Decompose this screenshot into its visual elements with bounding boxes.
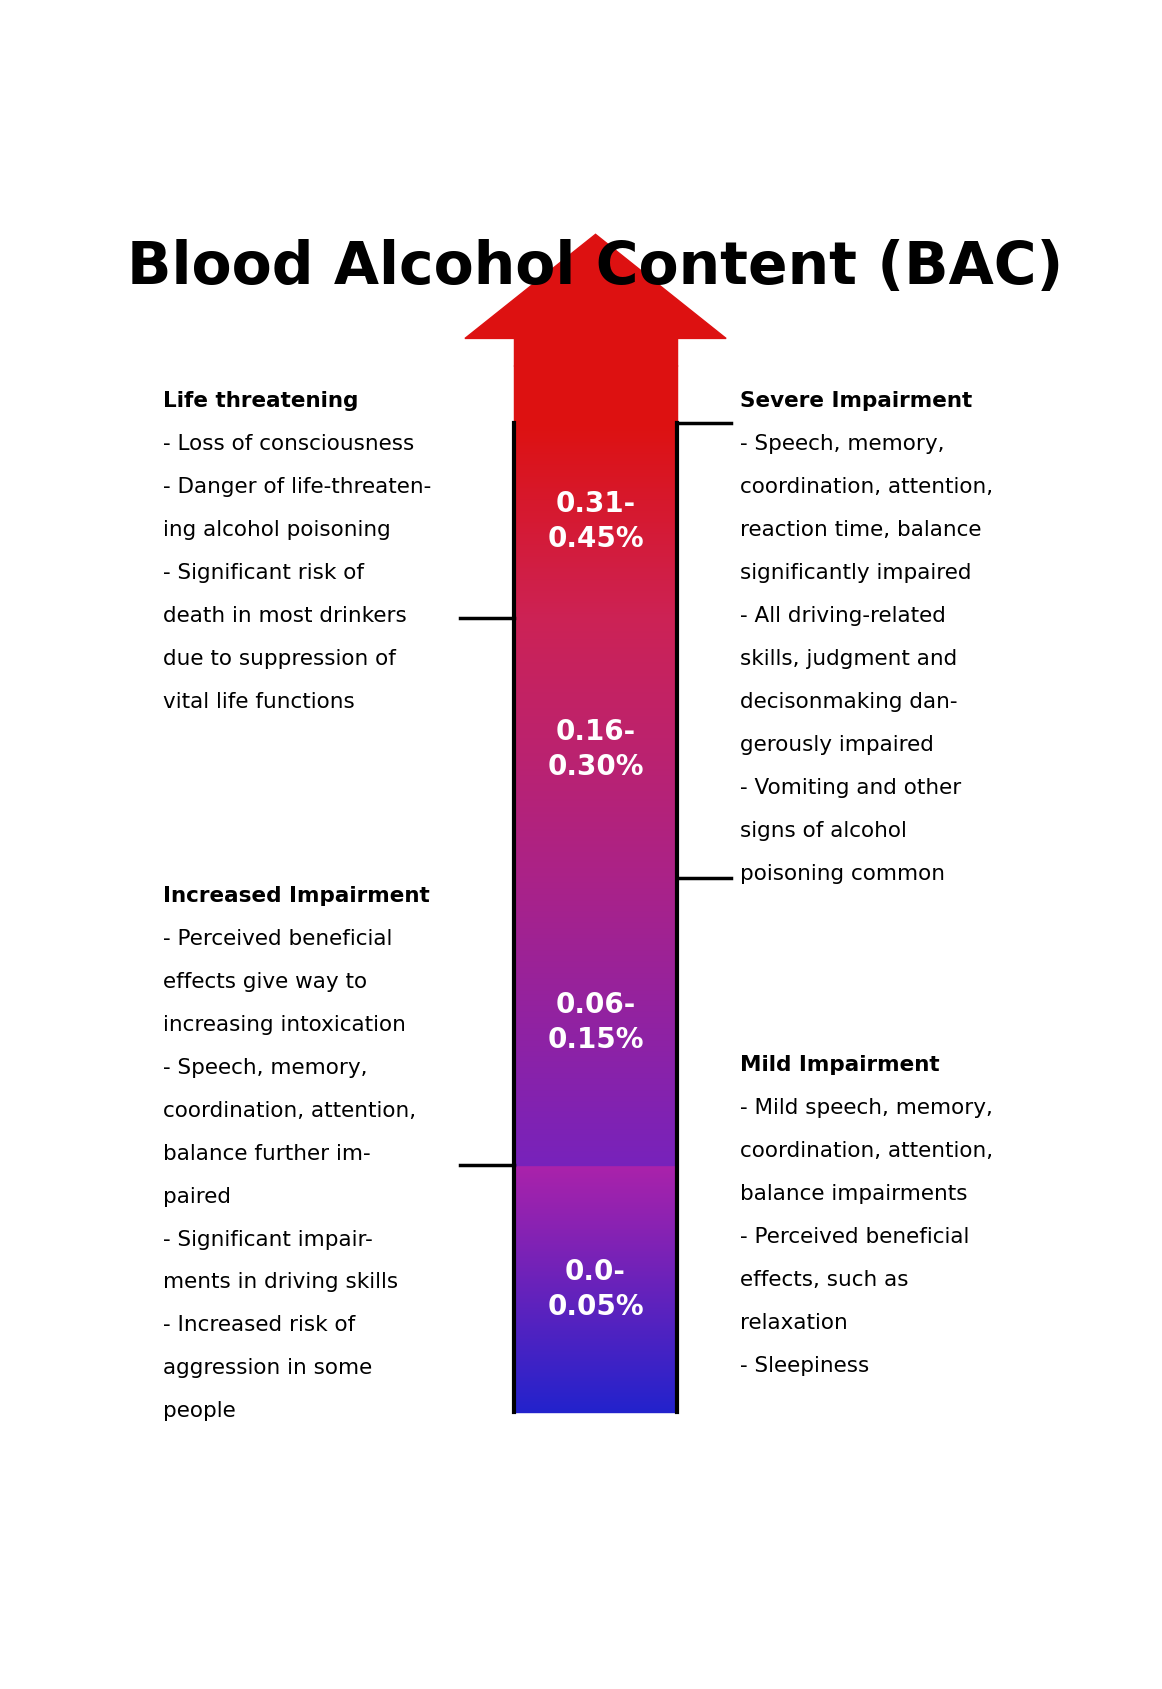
Text: people: people — [163, 1400, 236, 1420]
Text: vital life functions: vital life functions — [163, 692, 356, 711]
Text: - Vomiting and other: - Vomiting and other — [740, 777, 961, 797]
Text: skills, judgment and: skills, judgment and — [740, 649, 956, 669]
Text: Mild Impairment: Mild Impairment — [740, 1054, 939, 1074]
Text: ing alcohol poisoning: ing alcohol poisoning — [163, 520, 390, 540]
Text: aggression in some: aggression in some — [163, 1358, 373, 1378]
Text: due to suppression of: due to suppression of — [163, 649, 396, 669]
Text: - Loss of consciousness: - Loss of consciousness — [163, 434, 415, 454]
Text: balance further im-: balance further im- — [163, 1143, 371, 1164]
Text: 0.31-
0.45%: 0.31- 0.45% — [547, 490, 644, 552]
Text: increasing intoxication: increasing intoxication — [163, 1013, 407, 1034]
Text: 0.16-
0.30%: 0.16- 0.30% — [547, 718, 644, 780]
Text: death in most drinkers: death in most drinkers — [163, 606, 407, 627]
Text: coordination, attention,: coordination, attention, — [163, 1100, 416, 1120]
Text: - Speech, memory,: - Speech, memory, — [740, 434, 944, 454]
Text: coordination, attention,: coordination, attention, — [740, 476, 992, 497]
Text: - Significant impair-: - Significant impair- — [163, 1230, 373, 1248]
Polygon shape — [465, 235, 726, 339]
Text: - Sleepiness: - Sleepiness — [740, 1355, 869, 1375]
Text: reaction time, balance: reaction time, balance — [740, 520, 981, 540]
Text: - Perceived beneficial: - Perceived beneficial — [163, 929, 393, 948]
Text: - Significant risk of: - Significant risk of — [163, 562, 364, 583]
Text: effects, such as: effects, such as — [740, 1268, 909, 1289]
Text: - Mild speech, memory,: - Mild speech, memory, — [740, 1098, 992, 1118]
Text: balance impairments: balance impairments — [740, 1184, 967, 1203]
Text: significantly impaired: significantly impaired — [740, 562, 971, 583]
Text: decisonmaking dan-: decisonmaking dan- — [740, 692, 957, 711]
Text: Severe Impairment: Severe Impairment — [740, 392, 971, 410]
Text: - Increased risk of: - Increased risk of — [163, 1314, 356, 1334]
Text: signs of alcohol: signs of alcohol — [740, 821, 906, 841]
Text: - Speech, memory,: - Speech, memory, — [163, 1057, 367, 1078]
Text: 0.06-
0.15%: 0.06- 0.15% — [547, 991, 644, 1054]
Text: poisoning common: poisoning common — [740, 863, 945, 883]
Text: effects give way to: effects give way to — [163, 971, 367, 991]
Text: Increased Impairment: Increased Impairment — [163, 885, 430, 905]
Text: ments in driving skills: ments in driving skills — [163, 1272, 399, 1292]
Text: - Perceived beneficial: - Perceived beneficial — [740, 1226, 969, 1246]
Text: - All driving-related: - All driving-related — [740, 606, 946, 627]
Text: gerously impaired: gerously impaired — [740, 735, 933, 755]
Text: 0.0-
0.05%: 0.0- 0.05% — [547, 1257, 644, 1319]
Text: Life threatening: Life threatening — [163, 392, 359, 410]
Text: Blood Alcohol Content (BAC): Blood Alcohol Content (BAC) — [128, 240, 1063, 296]
Text: relaxation: relaxation — [740, 1312, 847, 1333]
Text: - Danger of life-threaten-: - Danger of life-threaten- — [163, 476, 431, 497]
Text: paired: paired — [163, 1186, 231, 1206]
Text: coordination, attention,: coordination, attention, — [740, 1140, 992, 1160]
